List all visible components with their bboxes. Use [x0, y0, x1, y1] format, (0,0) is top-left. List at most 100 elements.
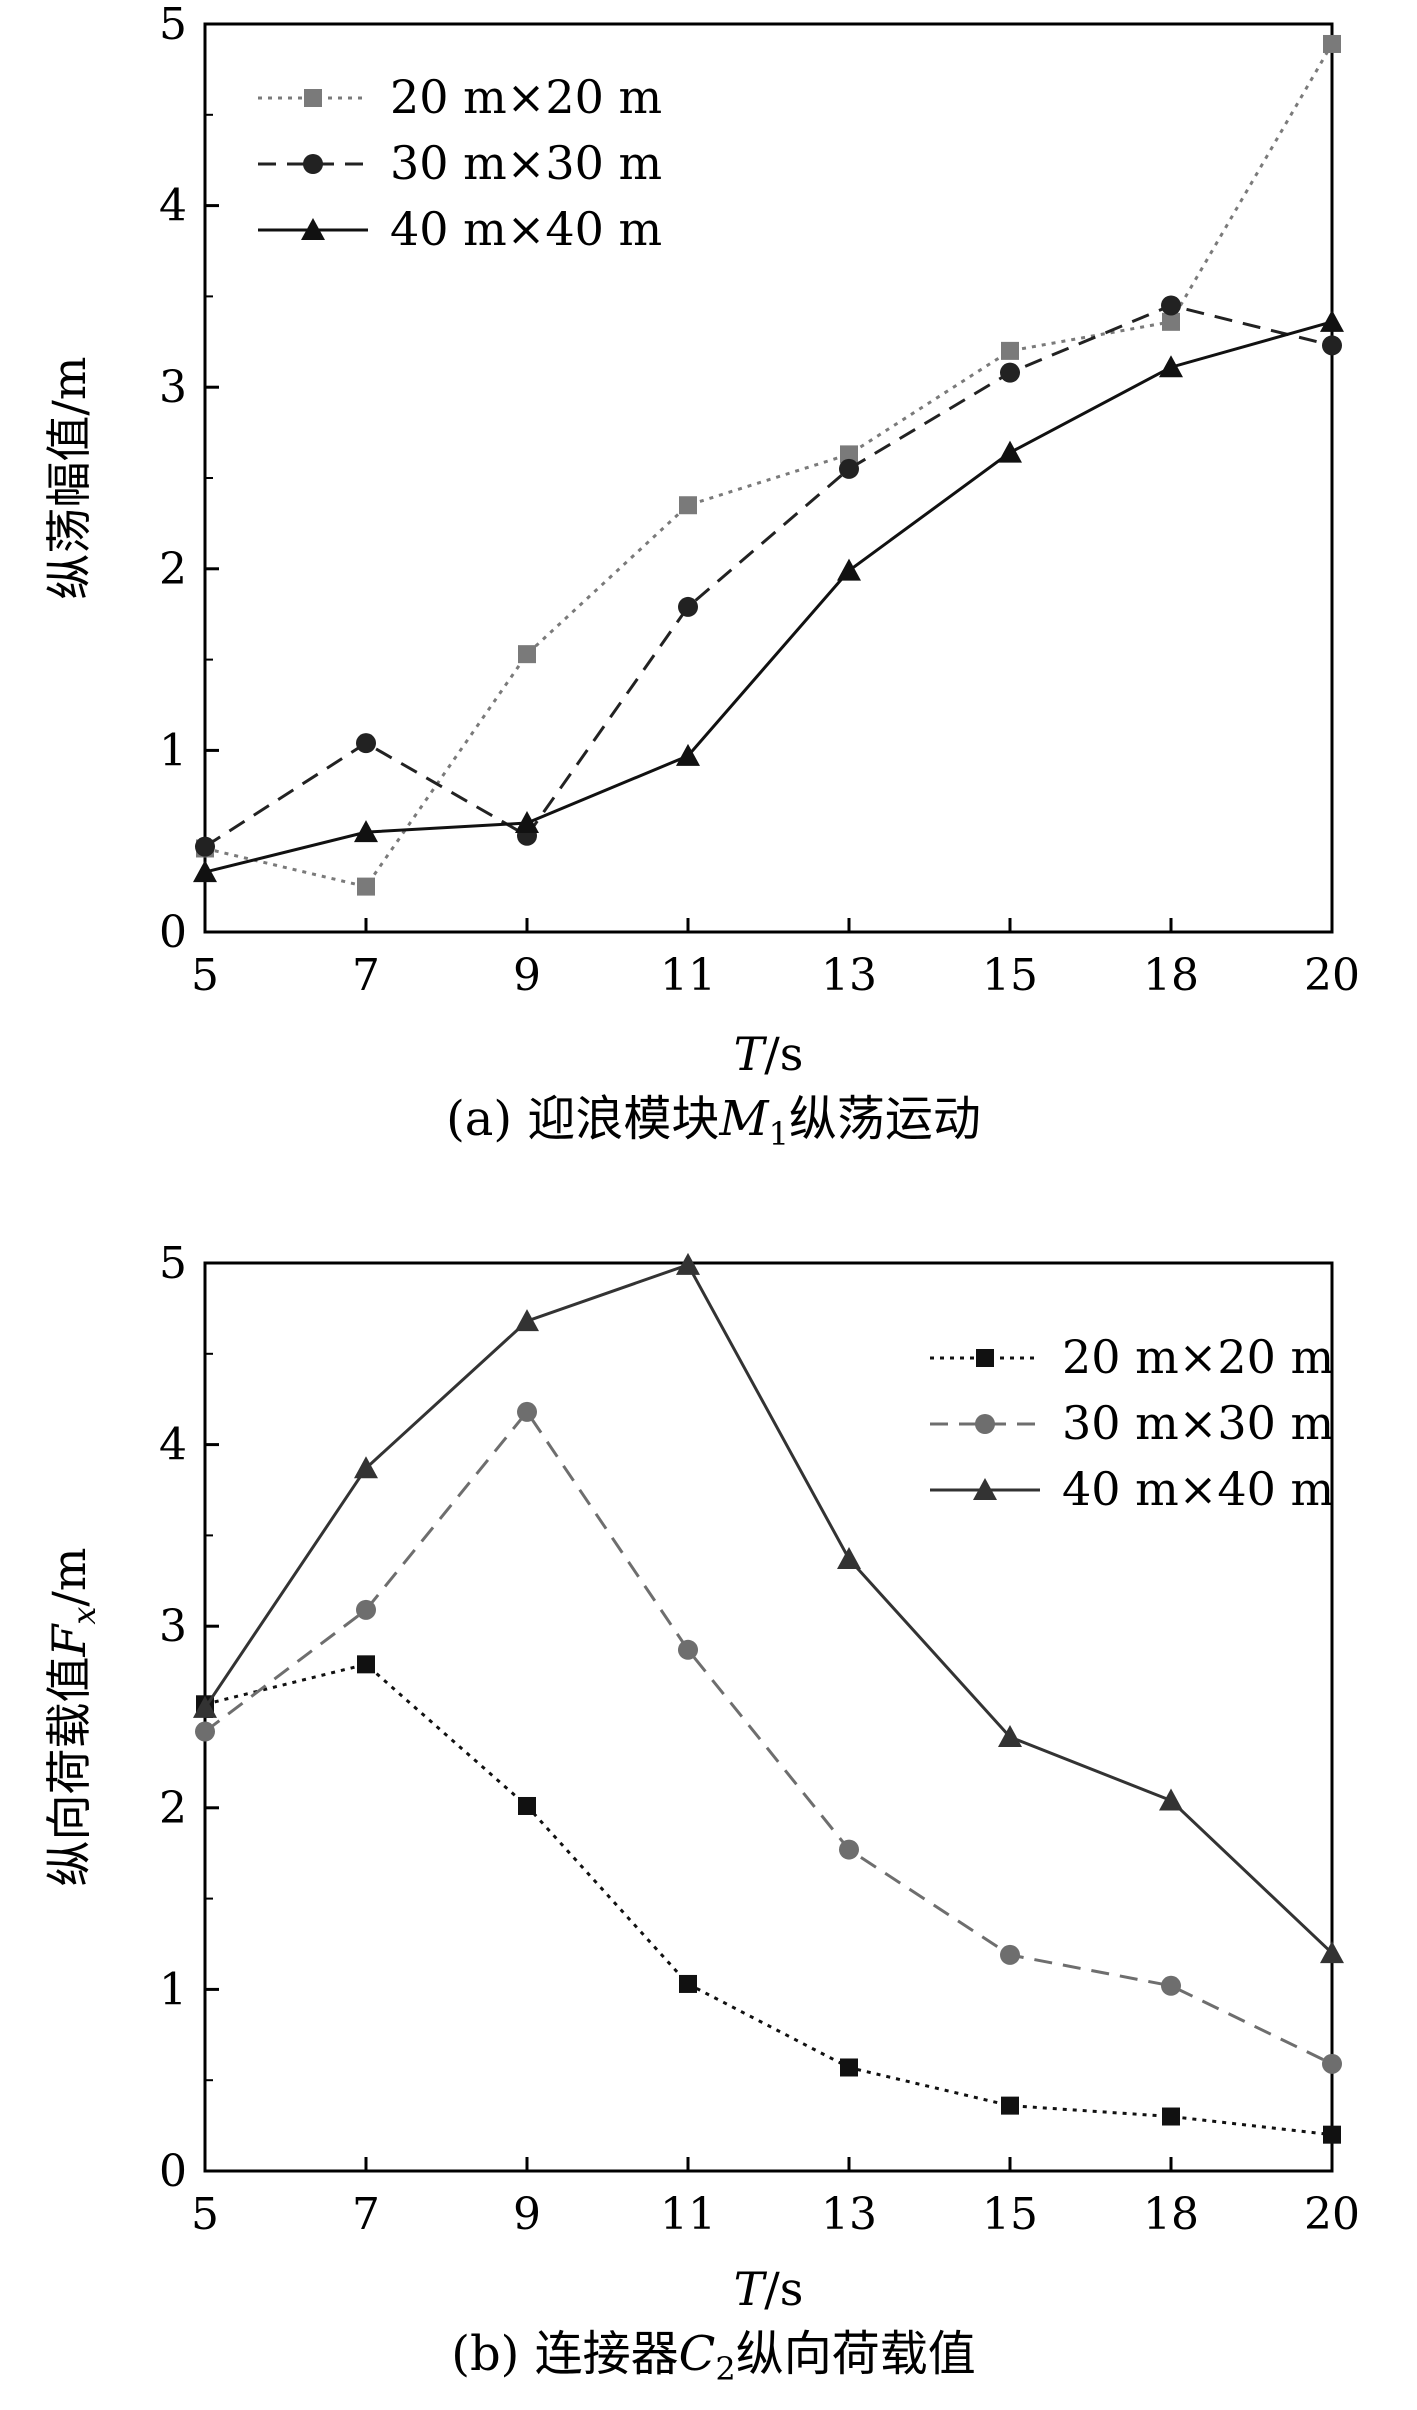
y-axis-prefix: 纵向荷载值: [42, 1657, 96, 1887]
panel-b-series-1: [195, 1401, 1342, 2074]
panel-a-series-1: [195, 295, 1342, 857]
caption-suffix: 纵荡运动: [789, 1091, 981, 1147]
x-axis-unit: /s: [764, 2262, 803, 2316]
panel-b-x-tick-label: 20: [1304, 2189, 1360, 2240]
panel-a-y-tick-label: 5: [159, 0, 187, 50]
panel-b-x-tick-label: 7: [352, 2189, 380, 2240]
panel-b-x-tick-label: 13: [821, 2189, 877, 2240]
panel-b-caption: (b) 连接器C2纵向荷载值: [451, 2326, 976, 2388]
panel-a-y-tick-label: 2: [159, 544, 187, 595]
panel-a-series-2-point: [193, 860, 217, 883]
panel-a-x-tick-label: 9: [513, 950, 541, 1001]
panel-a-series-2: [193, 309, 1344, 883]
panel-b-series-2-point: [837, 1547, 861, 1570]
panel-b-y-axis-title: 纵向荷载值Fx/m: [42, 1547, 103, 1886]
panel-b-series-0-point: [1323, 2125, 1341, 2144]
panel-b-x-tick-label: 18: [1143, 2189, 1199, 2240]
panel-a-legend-label: 40 m×40 m: [390, 202, 662, 256]
panel-b-series-0: [196, 1655, 1341, 2144]
panel-b-series-1-point: [1322, 2053, 1342, 2074]
panel-b-series-1-line: [204, 1409, 1333, 2066]
panel-b-x-tick-label: 15: [982, 2189, 1038, 2240]
panel-b-x-tick-label: 9: [513, 2189, 541, 2240]
panel-b-series-0-point: [1162, 2107, 1180, 2126]
panel-b-x-tick-label: 5: [191, 2189, 219, 2240]
panel-a-series-0-point: [840, 445, 858, 464]
panel-a-legend-marker: [301, 218, 325, 240]
panel-a-y-tick-label: 1: [159, 725, 187, 776]
panel-a-series-2-line: [204, 320, 1333, 874]
caption-suffix: 纵向荷载值: [736, 2326, 976, 2382]
panel-b-series-1-point: [356, 1599, 376, 1620]
x-axis-unit: /s: [764, 1027, 803, 1081]
panel-b-legend-label: 20 m×20 m: [1062, 1330, 1334, 1384]
panel-b-legend-marker: [976, 1349, 994, 1367]
panel-a-series-2-point: [1320, 309, 1344, 332]
panel-a-legend-label: 30 m×30 m: [390, 136, 662, 190]
panel-a-series-1-point: [678, 596, 698, 617]
panel-b-series-2-line: [203, 1262, 1334, 1955]
panel-b-series-1-point: [839, 1839, 859, 1860]
panel-b-series-2-point: [998, 1724, 1022, 1747]
panel-b-legend-marker: [973, 1478, 997, 1500]
panel-b-series-2-point: [1159, 1788, 1183, 1811]
panel-a-legend-marker: [303, 154, 323, 174]
x-axis-symbol: T: [734, 2262, 768, 2316]
panel-b-x-tick-label: 11: [660, 2189, 716, 2240]
panel-b-y-tick-label: 5: [159, 1238, 187, 1289]
panel-a-legend: 20 m×20 m 30 m×30 m 40 m×40 m: [258, 70, 662, 256]
panel-b-series-2-point: [1320, 1941, 1344, 1964]
panel-b-series-0-point: [357, 1655, 375, 1674]
y-axis-subscript: x: [65, 1607, 103, 1625]
panel-b-series-2-point: [515, 1309, 539, 1332]
panel-b-series-0-point: [518, 1796, 536, 1815]
caption-prefix: (a) 迎浪模块: [446, 1091, 719, 1147]
panel-a-x-tick-label: 18: [1143, 950, 1199, 1001]
panel-a-series-2-point: [676, 743, 700, 766]
panel-a-y-axis-title: 纵荡幅值/m: [42, 356, 96, 599]
panel-b-series-0-point: [679, 1974, 697, 1993]
panel-b-y-tick-label: 0: [159, 2146, 187, 2197]
panel-b-legend: 20 m×20 m 30 m×30 m 40 m×40 m: [930, 1330, 1334, 1516]
panel-b-y-tick-label: 2: [159, 1783, 187, 1834]
panel-a-series-0-point: [1323, 34, 1341, 53]
panel-a-series-1-point: [1000, 362, 1020, 383]
panel-a-legend-marker: [304, 89, 322, 107]
panel-b-series-2-point: [676, 1252, 700, 1275]
panel-a-x-tick-label: 7: [352, 950, 380, 1001]
panel-a-y-tick-label: 4: [159, 181, 187, 232]
panel-a-series-0-point: [679, 496, 697, 515]
panel-b-series-1-point: [678, 1639, 698, 1660]
panel-a-series-1-line: [204, 303, 1333, 848]
y-axis-symbol: F: [42, 1623, 96, 1658]
x-axis-symbol: T: [734, 1027, 768, 1081]
panel-b-legend-marker: [975, 1414, 995, 1434]
panel-b-series-0-point: [1001, 2096, 1019, 2115]
panel-b-legend-label: 40 m×40 m: [1062, 1462, 1334, 1516]
panel-a-series-0-point: [1162, 312, 1180, 331]
caption-symbol: M: [718, 1091, 770, 1147]
panel-b-y-tick-label: 4: [159, 1420, 187, 1471]
panel-b-series-1-point: [195, 1721, 215, 1742]
panel-b-series-2-point: [354, 1456, 378, 1479]
panel-a-series-2-point: [998, 440, 1022, 463]
panel-b-series-2: [193, 1252, 1344, 1964]
y-axis-unit: /m: [42, 356, 96, 415]
panel-a-series-2-point: [1159, 355, 1183, 378]
panel-b-y-tick-label: 3: [159, 1601, 187, 1652]
panel-b-series-0-line: [204, 1662, 1333, 2137]
panel-b-series-0-point: [840, 2058, 858, 2077]
panel-b-legend-label: 30 m×30 m: [1062, 1396, 1334, 1450]
panel-b-series-1-point: [517, 1401, 537, 1422]
panel-b-series-2-point: [193, 1695, 217, 1718]
panel-a-series-0: [196, 34, 1341, 896]
panel-a-series-0-point: [518, 645, 536, 664]
panel-b-x-axis-title: T/s: [734, 2262, 804, 2316]
panel-a-x-tick-label: 20: [1304, 950, 1360, 1001]
panel-b-series-1-point: [1000, 1944, 1020, 1965]
caption-symbol: C: [679, 2326, 716, 2382]
panel-a-x-tick-label: 5: [191, 950, 219, 1001]
caption-subscript: 1: [769, 1115, 789, 1153]
